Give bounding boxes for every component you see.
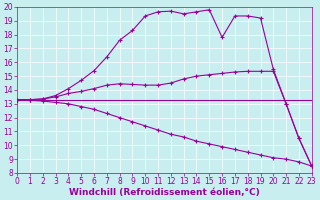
X-axis label: Windchill (Refroidissement éolien,°C): Windchill (Refroidissement éolien,°C) (69, 188, 260, 197)
